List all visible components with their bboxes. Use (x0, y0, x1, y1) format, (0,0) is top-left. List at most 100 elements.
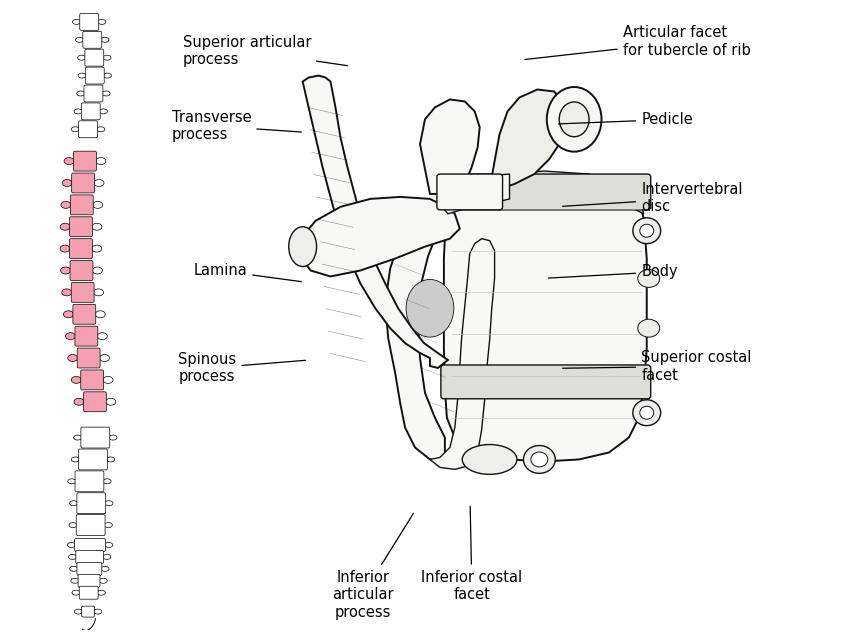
Ellipse shape (105, 501, 113, 506)
FancyBboxPatch shape (85, 49, 104, 66)
Ellipse shape (289, 227, 317, 266)
Ellipse shape (60, 223, 70, 230)
FancyBboxPatch shape (81, 370, 104, 390)
Ellipse shape (92, 245, 102, 252)
Ellipse shape (72, 590, 80, 595)
Ellipse shape (109, 435, 117, 440)
Ellipse shape (103, 55, 111, 60)
Polygon shape (490, 89, 567, 189)
Ellipse shape (105, 542, 113, 548)
Ellipse shape (547, 87, 602, 152)
Ellipse shape (61, 267, 71, 274)
Text: Transverse
process: Transverse process (172, 110, 301, 142)
Ellipse shape (74, 109, 82, 114)
Ellipse shape (73, 435, 82, 440)
Ellipse shape (559, 102, 589, 137)
Text: Lamina: Lamina (194, 263, 302, 282)
Ellipse shape (62, 289, 72, 296)
Ellipse shape (67, 354, 78, 361)
FancyBboxPatch shape (70, 195, 94, 215)
FancyBboxPatch shape (82, 606, 94, 617)
Ellipse shape (67, 542, 75, 548)
FancyBboxPatch shape (70, 216, 93, 237)
Ellipse shape (94, 609, 102, 614)
Ellipse shape (103, 555, 111, 560)
Polygon shape (430, 239, 495, 470)
Ellipse shape (104, 73, 111, 78)
Ellipse shape (96, 158, 106, 165)
FancyBboxPatch shape (69, 239, 93, 258)
Text: Articular facet
for tubercle of rib: Articular facet for tubercle of rib (525, 25, 750, 60)
Ellipse shape (406, 279, 454, 337)
Ellipse shape (76, 37, 83, 42)
FancyBboxPatch shape (77, 492, 105, 513)
Ellipse shape (72, 377, 81, 384)
Text: Inferior costal
facet: Inferior costal facet (422, 506, 523, 602)
FancyBboxPatch shape (84, 85, 103, 102)
FancyBboxPatch shape (79, 586, 98, 599)
FancyBboxPatch shape (437, 174, 502, 210)
Ellipse shape (70, 501, 78, 506)
Ellipse shape (71, 579, 78, 583)
Text: Superior costal
facet: Superior costal facet (562, 350, 751, 382)
Ellipse shape (72, 127, 79, 132)
Ellipse shape (92, 223, 102, 230)
Text: Superior articular
process: Superior articular process (183, 35, 347, 67)
Ellipse shape (61, 201, 71, 208)
Ellipse shape (97, 333, 107, 340)
FancyBboxPatch shape (72, 304, 96, 324)
FancyBboxPatch shape (76, 551, 104, 563)
Polygon shape (385, 204, 445, 463)
Ellipse shape (68, 555, 77, 560)
Ellipse shape (640, 224, 653, 237)
FancyBboxPatch shape (70, 261, 93, 280)
FancyBboxPatch shape (75, 471, 104, 492)
Ellipse shape (102, 91, 110, 96)
Polygon shape (444, 174, 509, 214)
Ellipse shape (106, 398, 115, 405)
Polygon shape (301, 197, 459, 277)
Polygon shape (444, 174, 647, 461)
Ellipse shape (60, 245, 70, 252)
Ellipse shape (101, 37, 109, 42)
Text: Spinous
process: Spinous process (179, 352, 305, 384)
Ellipse shape (67, 479, 76, 484)
FancyBboxPatch shape (83, 392, 106, 411)
Ellipse shape (62, 180, 72, 187)
Ellipse shape (63, 311, 73, 318)
Ellipse shape (99, 579, 107, 583)
Text: Body: Body (548, 265, 678, 279)
Polygon shape (303, 75, 448, 368)
Ellipse shape (98, 590, 105, 595)
Ellipse shape (103, 479, 111, 484)
FancyBboxPatch shape (441, 365, 651, 399)
FancyBboxPatch shape (83, 31, 102, 48)
FancyBboxPatch shape (72, 173, 94, 193)
Ellipse shape (77, 91, 84, 96)
Ellipse shape (69, 523, 77, 527)
Ellipse shape (531, 452, 548, 467)
Ellipse shape (78, 73, 86, 78)
Polygon shape (420, 99, 480, 194)
Ellipse shape (462, 444, 517, 474)
FancyBboxPatch shape (78, 348, 100, 368)
Ellipse shape (633, 218, 661, 244)
Ellipse shape (99, 354, 110, 361)
Text: Intervertebral
disc: Intervertebral disc (562, 182, 743, 215)
Ellipse shape (78, 55, 86, 60)
Ellipse shape (638, 270, 660, 287)
Ellipse shape (524, 446, 556, 473)
FancyBboxPatch shape (75, 326, 98, 346)
Ellipse shape (633, 400, 661, 425)
Ellipse shape (640, 406, 653, 419)
FancyBboxPatch shape (76, 515, 105, 536)
Ellipse shape (74, 398, 84, 405)
FancyBboxPatch shape (78, 121, 98, 138)
FancyBboxPatch shape (81, 427, 110, 448)
Ellipse shape (93, 201, 103, 208)
FancyBboxPatch shape (81, 103, 100, 120)
Ellipse shape (105, 523, 112, 527)
Ellipse shape (94, 180, 104, 187)
FancyBboxPatch shape (441, 174, 651, 210)
Ellipse shape (74, 609, 83, 614)
